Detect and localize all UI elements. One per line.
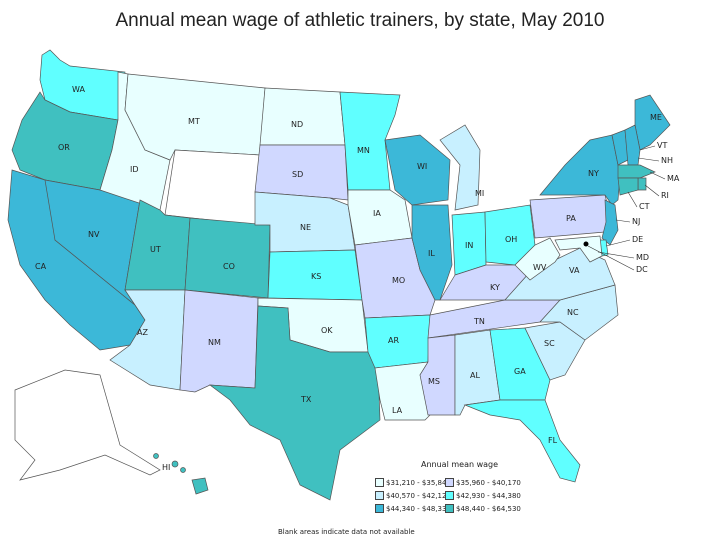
state-ny[interactable]	[539, 134, 621, 206]
label-ma: MA	[667, 174, 680, 183]
label-ky: KY	[490, 283, 500, 292]
legend-label: $48,440 - $64,530	[456, 504, 521, 513]
state-mn[interactable]	[339, 91, 401, 191]
legend-item: $35,960 - $40,170	[445, 478, 521, 487]
legend-item: $44,340 - $48,330	[375, 504, 451, 513]
state-co[interactable]	[184, 217, 271, 299]
label-nd: ND	[291, 120, 303, 129]
state-tx[interactable]	[208, 305, 381, 501]
label-il: IL	[428, 249, 435, 258]
legend-item: $31,210 - $35,840	[375, 478, 451, 487]
state-ne[interactable]	[254, 191, 356, 253]
label-az: AZ	[137, 328, 148, 337]
legend-swatch	[375, 504, 384, 513]
label-me: ME	[650, 113, 662, 122]
state-ma[interactable]	[617, 164, 656, 179]
label-ri: RI	[661, 191, 669, 200]
legend: Annual mean wage $31,210 - $35,840 $35,9…	[373, 458, 521, 516]
label-nv: NV	[88, 230, 100, 239]
label-ct: CT	[639, 202, 650, 211]
label-wi: WI	[417, 162, 427, 171]
label-ia: IA	[373, 209, 381, 218]
label-nh: NH	[661, 156, 673, 165]
label-ar: AR	[388, 336, 399, 345]
state-wy	[164, 149, 261, 226]
label-sd: SD	[292, 170, 303, 179]
legend-swatch	[375, 491, 384, 500]
state-fl[interactable]	[463, 399, 581, 483]
legend-swatch	[445, 504, 454, 513]
label-la: LA	[392, 406, 403, 415]
page-title: Annual mean wage of athletic trainers, b…	[115, 10, 605, 31]
state-ga[interactable]	[489, 327, 551, 401]
legend-swatch	[375, 478, 384, 487]
state-hi[interactable]	[191, 477, 209, 495]
label-hi: HI	[162, 463, 170, 472]
label-id: ID	[130, 165, 139, 174]
label-ca: CA	[35, 262, 47, 271]
state-hi-island	[180, 467, 186, 473]
footnote: Blank areas indicate data not available	[278, 528, 415, 536]
state-nh[interactable]	[624, 124, 641, 166]
label-oh: OH	[505, 235, 517, 244]
label-nc: NC	[567, 308, 579, 317]
label-ny: NY	[588, 169, 599, 178]
label-ks: KS	[311, 272, 321, 281]
label-or: OR	[58, 143, 70, 152]
label-fl: FL	[548, 436, 558, 445]
label-vt: VT	[657, 141, 667, 150]
label-ut: UT	[150, 245, 161, 254]
state-sc[interactable]	[524, 321, 586, 381]
legend-swatch	[445, 491, 454, 500]
legend-label: $40,570 - $42,120	[386, 491, 451, 500]
label-al: AL	[470, 371, 480, 380]
legend-item: $40,570 - $42,120	[375, 491, 451, 500]
leader-lines	[587, 145, 666, 271]
legend-swatch	[445, 478, 454, 487]
state-hi-island	[153, 453, 159, 459]
state-md[interactable]	[554, 235, 603, 263]
label-wv: WV	[533, 263, 547, 272]
label-ms: MS	[428, 377, 440, 386]
legend-label: $31,210 - $35,840	[386, 478, 451, 487]
legend-item: $42,930 - $44,380	[445, 491, 521, 500]
label-de: DE	[632, 235, 643, 244]
label-ok: OK	[321, 326, 333, 335]
state-sd[interactable]	[254, 144, 349, 201]
label-co: CO	[223, 262, 235, 271]
legend-item: $48,440 - $64,530	[445, 504, 521, 513]
label-nm: NM	[208, 338, 221, 347]
label-mi: MI	[475, 189, 484, 198]
label-tx: TX	[300, 395, 312, 404]
label-nj: NJ	[632, 217, 640, 226]
state-ak	[14, 369, 161, 481]
label-pa: PA	[566, 214, 576, 223]
state-nd[interactable]	[259, 87, 346, 146]
label-ga: GA	[514, 367, 526, 376]
label-md: MD	[636, 253, 649, 262]
label-dc: DC	[636, 265, 648, 274]
label-mt: MT	[188, 117, 200, 126]
legend-label: $44,340 - $48,330	[386, 504, 451, 513]
state-hi-island	[171, 460, 179, 468]
label-in: IN	[465, 241, 473, 250]
label-mo: MO	[392, 276, 405, 285]
state-il[interactable]	[411, 204, 453, 301]
label-wa: WA	[72, 85, 85, 94]
state-ct[interactable]	[617, 177, 639, 196]
state-wi[interactable]	[384, 134, 451, 206]
state-ri[interactable]	[637, 177, 647, 191]
state-mi[interactable]	[439, 124, 481, 211]
label-tn: TN	[473, 317, 485, 326]
dc-marker-dot	[583, 241, 589, 247]
label-va: VA	[569, 266, 580, 275]
legend-title: Annual mean wage	[421, 460, 499, 469]
legend-label: $35,960 - $40,170	[456, 478, 521, 487]
state-wv[interactable]	[514, 237, 561, 281]
label-mn: MN	[357, 146, 370, 155]
legend-label: $42,930 - $44,380	[456, 491, 521, 500]
label-ne: NE	[300, 223, 311, 232]
label-sc: SC	[544, 339, 555, 348]
